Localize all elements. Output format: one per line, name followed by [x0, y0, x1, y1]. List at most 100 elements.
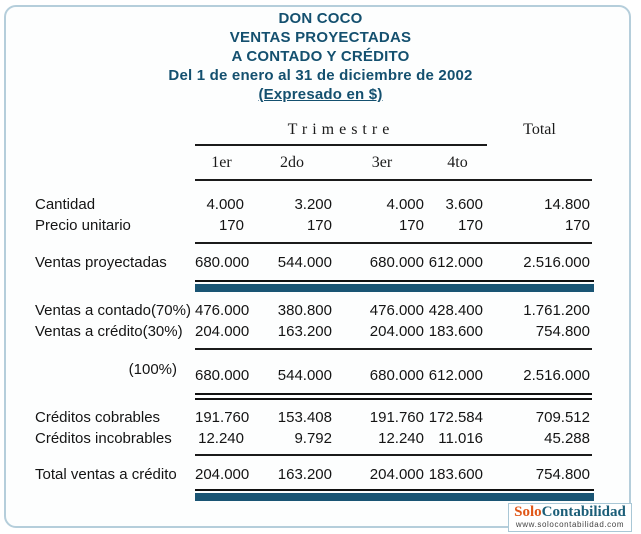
table-column-header-row: 1er 2do 3er 4to: [35, 146, 592, 172]
value-total: 45.288: [544, 430, 590, 447]
table-row-precio-unitario: Precio unitario 170 170 170 170 170: [35, 215, 592, 236]
value-q2: 170: [306, 217, 332, 234]
table-row-cantidad: Cantidad 4.000 3.200 4.000 3.600 14.800: [35, 194, 592, 215]
row-label: Créditos cobrables: [35, 409, 161, 426]
value-q3: 204.000: [369, 466, 424, 483]
column-header-q4: 4to: [447, 154, 468, 171]
brand-part-solo: Solo: [514, 504, 542, 520]
value-q4: 428.400: [428, 302, 483, 319]
cash-credit-split-section: Ventas a contado (70%) 476.000 380.800 47…: [35, 300, 592, 342]
value-total: 1.761.200: [523, 302, 590, 319]
title-statement-2: A CONTADO Y CRÉDITO: [231, 48, 410, 65]
value-total: 170: [564, 217, 590, 234]
credits-section: Créditos cobrables 191.760 153.408 191.7…: [35, 407, 592, 449]
solocontabilidad-watermark: SoloContabilidad www.solocontabilidad.co…: [508, 503, 632, 532]
teal-section-bar-bottom: [195, 489, 594, 501]
row-label: Cantidad: [35, 196, 96, 213]
column-header-q1: 1er: [211, 154, 232, 171]
value-q3: 4.000: [386, 196, 424, 213]
value-total: 2.516.000: [523, 367, 590, 384]
value-q4: 3.600: [445, 196, 483, 213]
value-q1: 476.000: [195, 302, 250, 319]
table-row-ventas-contado: Ventas a contado (70%) 476.000 380.800 47…: [35, 300, 592, 321]
row-label: Créditos incobrables: [35, 430, 172, 447]
row-percentage: (30%): [142, 323, 183, 340]
value-q3: 680.000: [369, 254, 424, 271]
value-q4: 612.000: [428, 254, 483, 271]
row-label: Precio unitario: [35, 217, 131, 234]
value-q2: 544.000: [277, 367, 332, 384]
brand-part-contabilidad: Contabilidad: [541, 504, 626, 520]
table-row-total-100pct: (100%) 680.000 544.000 680.000 612.000 2…: [35, 359, 592, 386]
divider-line: [195, 348, 592, 350]
value-q4: 612.000: [428, 367, 483, 384]
value-q2: 163.200: [277, 323, 332, 340]
divider-line: [195, 242, 592, 244]
row-percentage: (100%): [128, 361, 177, 378]
row-label: Ventas a crédito: [35, 323, 143, 340]
title-company: DON COCO: [278, 10, 363, 27]
thin-divider-line: [195, 280, 594, 282]
value-q3: 476.000: [369, 302, 424, 319]
value-total: 14.800: [544, 196, 590, 213]
value-q1: 12.240: [198, 430, 244, 447]
value-total: 754.800: [535, 466, 590, 483]
quantity-price-section: Cantidad 4.000 3.200 4.000 3.600 14.800 …: [35, 194, 592, 236]
value-q1: 680.000: [195, 254, 250, 271]
value-q3: 191.760: [369, 409, 424, 426]
value-q4: 170: [457, 217, 483, 234]
total-column-header: Total: [523, 121, 556, 138]
divider-line: [195, 454, 592, 456]
value-q1: 680.000: [195, 367, 250, 384]
column-header-q3: 3er: [371, 154, 393, 171]
brand-logo-text: SoloContabilidad: [509, 504, 631, 520]
projected-sales-table: Trimestre Total 1er 2do 3er 4to Cantidad…: [35, 121, 594, 509]
value-q1: 204.000: [195, 323, 250, 340]
column-header-q2: 2do: [280, 154, 304, 171]
value-q3: 680.000: [369, 367, 424, 384]
table-row-creditos-incobrables: Créditos incobrables 12.240 9.792 12.240…: [35, 428, 592, 449]
table-row-ventas-proyectadas: Ventas proyectadas 680.000 544.000 680.0…: [35, 252, 592, 273]
table-group-header-row: Trimestre Total: [35, 121, 592, 146]
value-q3: 12.240: [378, 430, 424, 447]
value-q1: 170: [218, 217, 244, 234]
title-statement: VENTAS PROYECTADAS: [229, 29, 412, 46]
table-row-creditos-cobrables: Créditos cobrables 191.760 153.408 191.7…: [35, 407, 592, 428]
quarter-group-header: Trimestre: [195, 121, 487, 146]
value-q3: 170: [398, 217, 424, 234]
value-q1: 4.000: [206, 196, 244, 213]
row-label: Ventas proyectadas: [35, 254, 167, 271]
teal-bar: [195, 284, 594, 292]
table-row-total-ventas-credito: Total ventas a crédito 204.000 163.200 2…: [35, 464, 592, 485]
value-total: 754.800: [535, 323, 590, 340]
value-q4: 183.600: [428, 466, 483, 483]
value-q3: 204.000: [369, 323, 424, 340]
value-q2: 3.200: [294, 196, 332, 213]
teal-bar: [195, 493, 594, 501]
value-q1: 204.000: [195, 466, 250, 483]
title-currency-note: (Expresado en $): [258, 86, 383, 103]
value-q4: 172.584: [428, 409, 483, 426]
value-q2: 544.000: [277, 254, 332, 271]
value-q4: 183.600: [428, 323, 483, 340]
title-period: Del 1 de enero al 31 de diciembre de 200…: [168, 67, 473, 84]
value-q4: 11.016: [438, 430, 483, 447]
value-total: 709.512: [535, 409, 590, 426]
row-label: Total ventas a crédito: [35, 466, 177, 483]
value-total: 2.516.000: [523, 254, 590, 271]
brand-url-text: www.solocontabilidad.com: [515, 520, 625, 529]
value-q1: 191.760: [195, 409, 250, 426]
value-q2: 153.408: [277, 409, 332, 426]
row-label: Ventas a contado: [35, 302, 151, 319]
row-percentage: (70%): [150, 302, 191, 319]
document-title-block: DON COCO VENTAS PROYECTADAS A CONTADO Y …: [0, 9, 641, 104]
thin-divider-line: [195, 489, 594, 491]
divider-line: [195, 179, 592, 181]
table-row-ventas-credito: Ventas a crédito (30%) 204.000 163.200 20…: [35, 321, 592, 342]
value-q2: 9.792: [294, 430, 332, 447]
value-q2: 380.800: [277, 302, 332, 319]
value-q2: 163.200: [277, 466, 332, 483]
teal-section-bar: [195, 280, 594, 292]
double-divider-line: [195, 393, 592, 400]
